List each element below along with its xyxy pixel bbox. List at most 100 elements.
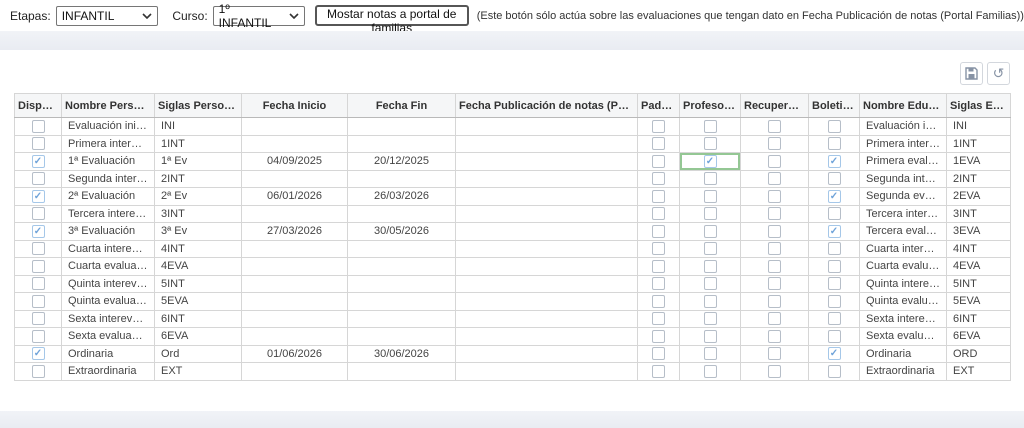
save-button[interactable]	[960, 62, 983, 85]
fecha-fin-cell[interactable]: 26/03/2026	[347, 187, 456, 206]
boletines-checkbox[interactable]: ✓	[827, 224, 841, 238]
fecha-inicio-cell[interactable]	[241, 239, 348, 258]
fecha-fin-cell[interactable]	[347, 204, 456, 223]
fecha-inicio-cell[interactable]	[241, 292, 348, 311]
fecha-publicacion-cell[interactable]	[455, 309, 638, 328]
fecha-inicio-cell[interactable]	[241, 169, 348, 188]
profesores-checkbox[interactable]	[703, 259, 717, 273]
fecha-publicacion-cell[interactable]	[455, 292, 638, 311]
fecha-inicio-cell[interactable]	[241, 362, 348, 381]
disponible-checkbox[interactable]	[31, 172, 45, 186]
recuperacion-checkbox[interactable]	[768, 137, 781, 151]
etapas-select[interactable]: INFANTIL	[55, 5, 159, 26]
fecha-inicio-cell[interactable]	[241, 309, 348, 328]
padres-checkbox[interactable]	[652, 137, 665, 151]
fecha-inicio-cell[interactable]	[241, 117, 348, 136]
recuperacion-checkbox[interactable]	[768, 294, 781, 308]
fecha-fin-cell[interactable]	[347, 169, 456, 188]
padres-checkbox[interactable]	[652, 259, 665, 273]
undo-button[interactable]: ↺	[987, 62, 1010, 85]
fecha-publicacion-cell[interactable]	[455, 117, 638, 136]
disponible-checkbox[interactable]: ✓	[31, 347, 45, 361]
fecha-publicacion-cell[interactable]	[455, 222, 638, 241]
profesores-checkbox[interactable]	[703, 364, 717, 378]
nombre-personalizado-cell[interactable]: Quinta interevaluación	[61, 274, 155, 293]
recuperacion-checkbox[interactable]	[768, 119, 781, 133]
fecha-fin-cell[interactable]	[347, 274, 456, 293]
nombre-personalizado-cell[interactable]: Quinta evaluación	[61, 292, 155, 311]
boletines-checkbox[interactable]: ✓	[827, 154, 841, 168]
show-notes-button[interactable]: Mostar notas a portal de familias	[314, 5, 469, 35]
recuperacion-checkbox[interactable]	[768, 172, 781, 186]
profesores-checkbox[interactable]	[703, 277, 717, 291]
disponible-checkbox[interactable]: ✓	[31, 189, 45, 203]
fecha-publicacion-cell[interactable]	[455, 134, 638, 153]
recuperacion-checkbox[interactable]	[768, 224, 781, 238]
fecha-publicacion-cell[interactable]	[455, 169, 638, 188]
disponible-checkbox[interactable]	[31, 277, 45, 291]
fecha-fin-cell[interactable]: 20/12/2025	[347, 152, 456, 171]
disponible-checkbox[interactable]	[31, 259, 45, 273]
fecha-inicio-cell[interactable]	[241, 134, 348, 153]
fecha-fin-cell[interactable]	[347, 239, 456, 258]
nombre-personalizado-cell[interactable]: Sexta interevaluación	[61, 309, 155, 328]
boletines-checkbox[interactable]	[827, 207, 841, 221]
fecha-fin-cell[interactable]	[347, 257, 456, 276]
siglas-personalizado-cell[interactable]: 5EVA	[154, 292, 242, 311]
profesores-checkbox[interactable]	[703, 119, 717, 133]
boletines-checkbox[interactable]	[827, 259, 841, 273]
profesores-checkbox[interactable]	[703, 172, 717, 186]
fecha-publicacion-cell[interactable]	[455, 152, 638, 171]
padres-checkbox[interactable]	[652, 277, 665, 291]
fecha-inicio-cell[interactable]	[241, 204, 348, 223]
boletines-checkbox[interactable]	[827, 172, 841, 186]
fecha-fin-cell[interactable]	[347, 134, 456, 153]
fecha-fin-cell[interactable]	[347, 117, 456, 136]
boletines-checkbox[interactable]	[827, 294, 841, 308]
nombre-personalizado-cell[interactable]: Segunda interevaluación	[61, 169, 155, 188]
siglas-personalizado-cell[interactable]: 2INT	[154, 169, 242, 188]
fecha-inicio-cell[interactable]	[241, 274, 348, 293]
siglas-personalizado-cell[interactable]: 1ª Ev	[154, 152, 242, 171]
recuperacion-checkbox[interactable]	[768, 364, 781, 378]
disponible-checkbox[interactable]: ✓	[31, 224, 45, 238]
disponible-checkbox[interactable]	[31, 364, 45, 378]
recuperacion-checkbox[interactable]	[768, 242, 781, 256]
recuperacion-checkbox[interactable]	[768, 347, 781, 361]
siglas-personalizado-cell[interactable]: 6INT	[154, 309, 242, 328]
fecha-inicio-cell[interactable]	[241, 327, 348, 346]
siglas-personalizado-cell[interactable]: Ord	[154, 344, 242, 363]
fecha-inicio-cell[interactable]	[241, 257, 348, 276]
profesores-checkbox[interactable]	[703, 224, 717, 238]
fecha-publicacion-cell[interactable]	[455, 327, 638, 346]
padres-checkbox[interactable]	[652, 189, 665, 203]
disponible-checkbox[interactable]: ✓	[31, 154, 45, 168]
padres-checkbox[interactable]	[652, 312, 665, 326]
siglas-personalizado-cell[interactable]: 3ª Ev	[154, 222, 242, 241]
siglas-personalizado-cell[interactable]: 3INT	[154, 204, 242, 223]
disponible-checkbox[interactable]	[31, 137, 45, 151]
nombre-personalizado-cell[interactable]: Tercera interevaluación	[61, 204, 155, 223]
nombre-personalizado-cell[interactable]: Primera interevaluación	[61, 134, 155, 153]
recuperacion-checkbox[interactable]	[768, 207, 781, 221]
fecha-fin-cell[interactable]	[347, 362, 456, 381]
disponible-checkbox[interactable]	[31, 207, 45, 221]
siglas-personalizado-cell[interactable]: 6EVA	[154, 327, 242, 346]
profesores-checkbox[interactable]	[703, 207, 717, 221]
profesores-checkbox[interactable]	[703, 312, 717, 326]
boletines-checkbox[interactable]	[827, 312, 841, 326]
siglas-personalizado-cell[interactable]: 4INT	[154, 239, 242, 258]
fecha-fin-cell[interactable]	[347, 292, 456, 311]
profesores-checkbox[interactable]	[703, 329, 717, 343]
padres-checkbox[interactable]	[652, 347, 665, 361]
nombre-personalizado-cell[interactable]: Evaluación inicial	[61, 117, 155, 136]
fecha-inicio-cell[interactable]: 27/03/2026	[241, 222, 348, 241]
curso-select[interactable]: 1º INFANTIL	[212, 2, 305, 30]
boletines-checkbox[interactable]	[827, 364, 841, 378]
nombre-personalizado-cell[interactable]: Cuarta interevaluación	[61, 239, 155, 258]
padres-checkbox[interactable]	[652, 224, 665, 238]
disponible-checkbox[interactable]	[31, 329, 45, 343]
profesores-checkbox[interactable]	[703, 294, 717, 308]
fecha-fin-cell[interactable]	[347, 309, 456, 328]
fecha-publicacion-cell[interactable]	[455, 362, 638, 381]
